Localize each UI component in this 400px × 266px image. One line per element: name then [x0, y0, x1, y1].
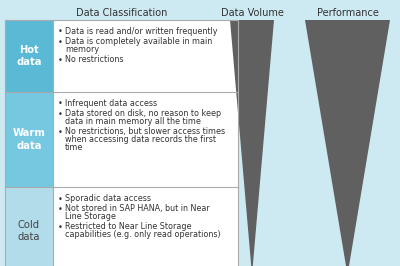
- Text: Data Classification: Data Classification: [76, 8, 167, 18]
- Text: •: •: [58, 223, 63, 232]
- Bar: [5, 20, 238, 266]
- Text: capabilities (e.g. only read operations): capabilities (e.g. only read operations): [65, 230, 221, 239]
- Bar: [5, 92, 53, 187]
- Bar: [53, 187, 238, 266]
- Text: Infrequent data access: Infrequent data access: [65, 99, 157, 108]
- Text: •: •: [58, 27, 63, 36]
- Text: No restrictions, but slower access times: No restrictions, but slower access times: [65, 127, 225, 136]
- Text: •: •: [58, 38, 63, 47]
- Bar: [5, 20, 53, 92]
- Text: Hot
data: Hot data: [16, 45, 42, 67]
- Text: data in main memory all the time: data in main memory all the time: [65, 117, 201, 126]
- Text: •: •: [58, 110, 63, 119]
- Text: when accessing data records the first: when accessing data records the first: [65, 135, 216, 144]
- Text: •: •: [58, 56, 63, 65]
- Bar: [53, 20, 238, 92]
- Text: Data is completely available in main: Data is completely available in main: [65, 37, 212, 46]
- Text: •: •: [58, 99, 63, 109]
- Text: Sporadic data access: Sporadic data access: [65, 194, 151, 203]
- Text: Warm
data: Warm data: [12, 128, 46, 151]
- Text: No restrictions: No restrictions: [65, 55, 124, 64]
- Text: Not stored in SAP HANA, but in Near: Not stored in SAP HANA, but in Near: [65, 204, 210, 213]
- Text: Performance: Performance: [316, 8, 378, 18]
- Text: Data is read and/or written frequently: Data is read and/or written frequently: [65, 27, 218, 36]
- Text: Data Volume: Data Volume: [220, 8, 284, 18]
- Text: Line Storage: Line Storage: [65, 212, 116, 221]
- Text: •: •: [58, 194, 63, 203]
- Text: •: •: [58, 205, 63, 214]
- Text: Data stored on disk, no reason to keep: Data stored on disk, no reason to keep: [65, 109, 221, 118]
- Polygon shape: [305, 20, 390, 266]
- Bar: [53, 92, 238, 187]
- Text: time: time: [65, 143, 83, 152]
- Text: Cold
data: Cold data: [18, 220, 40, 242]
- Bar: [5, 187, 53, 266]
- Polygon shape: [230, 20, 274, 266]
- Text: Restricted to Near Line Storage: Restricted to Near Line Storage: [65, 222, 192, 231]
- Text: memory: memory: [65, 45, 99, 54]
- Text: •: •: [58, 128, 63, 137]
